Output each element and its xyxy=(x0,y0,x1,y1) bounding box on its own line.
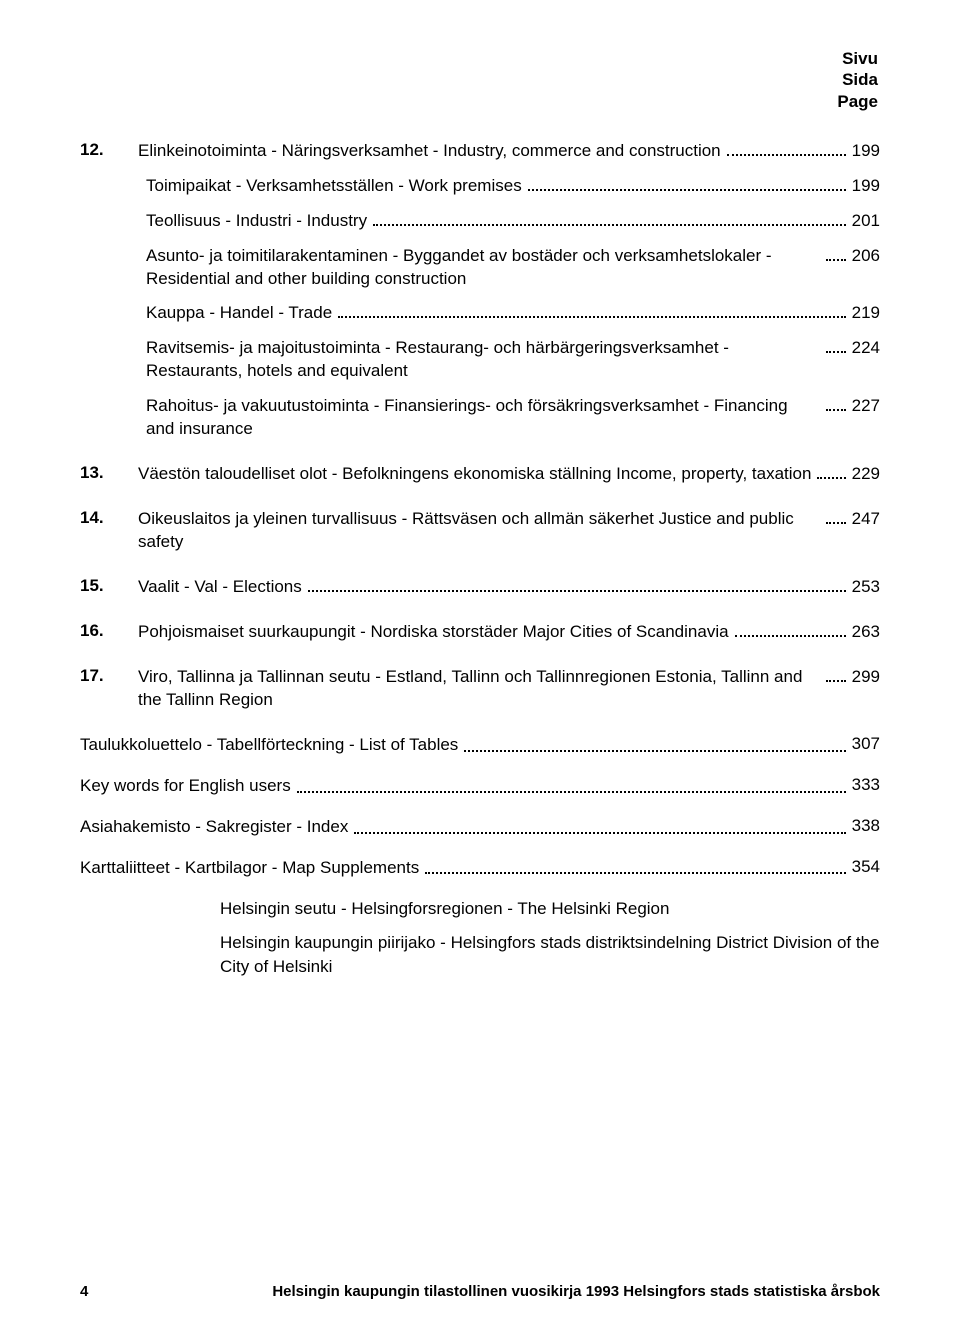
leader-dots xyxy=(338,316,845,318)
entry-page: 229 xyxy=(852,464,880,484)
header-line-sida: Sida xyxy=(80,69,878,90)
appendix-block: Helsingin seutu - Helsingforsregionen - … xyxy=(220,897,880,978)
sub-title: Asunto- ja toimitilarakentaminen - Bygga… xyxy=(146,245,820,291)
sub-entry: Asunto- ja toimitilarakentaminen - Bygga… xyxy=(146,245,880,291)
leader-dots xyxy=(727,154,846,156)
entry-number: 15. xyxy=(80,576,138,603)
leader-dots xyxy=(528,189,846,191)
entry-body: Elinkeinotoiminta - Näringsverksamhet - … xyxy=(138,140,880,445)
sub-page: 219 xyxy=(852,303,880,323)
entry-line: Pohjoismaiset suurkaupungit - Nordiska s… xyxy=(138,621,880,644)
entry-line: Väestön taloudelliset olot - Befolkninge… xyxy=(138,463,880,486)
leader-dots xyxy=(354,816,845,834)
entry-title: Asiahakemisto - Sakregister - Index xyxy=(80,816,348,839)
entry-line: Vaalit - Val - Elections 253 xyxy=(138,576,880,599)
sub-page: 201 xyxy=(852,211,880,231)
entry-line: Elinkeinotoiminta - Näringsverksamhet - … xyxy=(138,140,880,163)
sub-title: Ravitsemis- ja majoitustoiminta - Restau… xyxy=(146,337,820,383)
leader-dots xyxy=(826,680,846,682)
sub-page: 206 xyxy=(852,246,880,266)
leader-dots xyxy=(826,409,846,411)
header-line-sivu: Sivu xyxy=(80,48,878,69)
sub-entry: Ravitsemis- ja majoitustoiminta - Restau… xyxy=(146,337,880,383)
sub-title: Teollisuus - Industri - Industry xyxy=(146,210,367,233)
sub-page: 227 xyxy=(852,396,880,416)
toc-entry-13: 13. Väestön taloudelliset olot - Befolkn… xyxy=(80,463,880,490)
entry-title: Oikeuslaitos ja yleinen turvallisuus - R… xyxy=(138,508,820,554)
leader-dots xyxy=(425,857,845,875)
leader-dots xyxy=(373,224,846,226)
entry-number: 12. xyxy=(80,140,138,445)
leader-dots xyxy=(297,775,846,793)
header-line-page: Page xyxy=(80,91,878,112)
toc-unnumbered: Asiahakemisto - Sakregister - Index 338 xyxy=(80,816,880,839)
entry-title: Vaalit - Val - Elections xyxy=(138,576,302,599)
appendix-line: Helsingin seutu - Helsingforsregionen - … xyxy=(220,897,880,921)
entry-page: 354 xyxy=(852,857,880,880)
leader-dots xyxy=(464,734,845,752)
entry-title: Key words for English users xyxy=(80,775,291,798)
entry-number: 16. xyxy=(80,621,138,648)
entry-page: 338 xyxy=(852,816,880,839)
entry-number: 14. xyxy=(80,508,138,558)
toc-entry-15: 15. Vaalit - Val - Elections 253 xyxy=(80,576,880,603)
appendix-line: Helsingin kaupungin piirijako - Helsingf… xyxy=(220,931,880,979)
leader-dots xyxy=(735,635,846,637)
toc-entry-12: 12. Elinkeinotoiminta - Näringsverksamhe… xyxy=(80,140,880,445)
leader-dots xyxy=(826,259,846,261)
toc-entry-17: 17. Viro, Tallinna ja Tallinnan seutu - … xyxy=(80,666,880,716)
footer-page-number: 4 xyxy=(80,1283,88,1300)
entry-page: 299 xyxy=(852,667,880,687)
entry-number: 17. xyxy=(80,666,138,716)
sub-entry: Rahoitus- ja vakuutustoiminta - Finansie… xyxy=(146,395,880,441)
toc-entry-16: 16. Pohjoismaiset suurkaupungit - Nordis… xyxy=(80,621,880,648)
entry-title: Pohjoismaiset suurkaupungit - Nordiska s… xyxy=(138,621,729,644)
sub-title: Rahoitus- ja vakuutustoiminta - Finansie… xyxy=(146,395,820,441)
entry-number: 13. xyxy=(80,463,138,490)
leader-dots xyxy=(826,522,846,524)
leader-dots xyxy=(826,351,846,353)
entry-page: 253 xyxy=(852,577,880,597)
entry-page: 263 xyxy=(852,622,880,642)
sub-entry: Teollisuus - Industri - Industry 201 xyxy=(146,210,880,233)
sub-page: 224 xyxy=(852,338,880,358)
footer-text: Helsingin kaupungin tilastollinen vuosik… xyxy=(272,1283,880,1300)
entry-page: 333 xyxy=(852,775,880,798)
toc-unnumbered: Key words for English users 333 xyxy=(80,775,880,798)
entry-title: Väestön taloudelliset olot - Befolkninge… xyxy=(138,463,811,486)
entry-page: 247 xyxy=(852,509,880,529)
sub-title: Toimipaikat - Verksamhetsställen - Work … xyxy=(146,175,522,198)
entry-title: Karttaliitteet - Kartbilagor - Map Suppl… xyxy=(80,857,419,880)
toc-unnumbered: Taulukkoluettelo - Tabellförteckning - L… xyxy=(80,734,880,757)
entry-title: Elinkeinotoiminta - Näringsverksamhet - … xyxy=(138,140,721,163)
entry-title: Viro, Tallinna ja Tallinnan seutu - Estl… xyxy=(138,666,820,712)
sub-entry: Kauppa - Handel - Trade 219 xyxy=(146,302,880,325)
sub-page: 199 xyxy=(852,176,880,196)
entry-line: Viro, Tallinna ja Tallinnan seutu - Estl… xyxy=(138,666,880,712)
leader-dots xyxy=(817,477,845,479)
sub-title: Kauppa - Handel - Trade xyxy=(146,302,332,325)
toc-entry-14: 14. Oikeuslaitos ja yleinen turvallisuus… xyxy=(80,508,880,558)
entry-line: Oikeuslaitos ja yleinen turvallisuus - R… xyxy=(138,508,880,554)
entry-title: Taulukkoluettelo - Tabellförteckning - L… xyxy=(80,734,458,757)
leader-dots xyxy=(308,590,846,592)
toc-unnumbered: Karttaliitteet - Kartbilagor - Map Suppl… xyxy=(80,857,880,880)
sub-entry: Toimipaikat - Verksamhetsställen - Work … xyxy=(146,175,880,198)
entry-page: 199 xyxy=(852,141,880,161)
page-footer: 4 Helsingin kaupungin tilastollinen vuos… xyxy=(80,1283,880,1300)
page-header: Sivu Sida Page xyxy=(80,48,878,112)
entry-page: 307 xyxy=(852,734,880,757)
